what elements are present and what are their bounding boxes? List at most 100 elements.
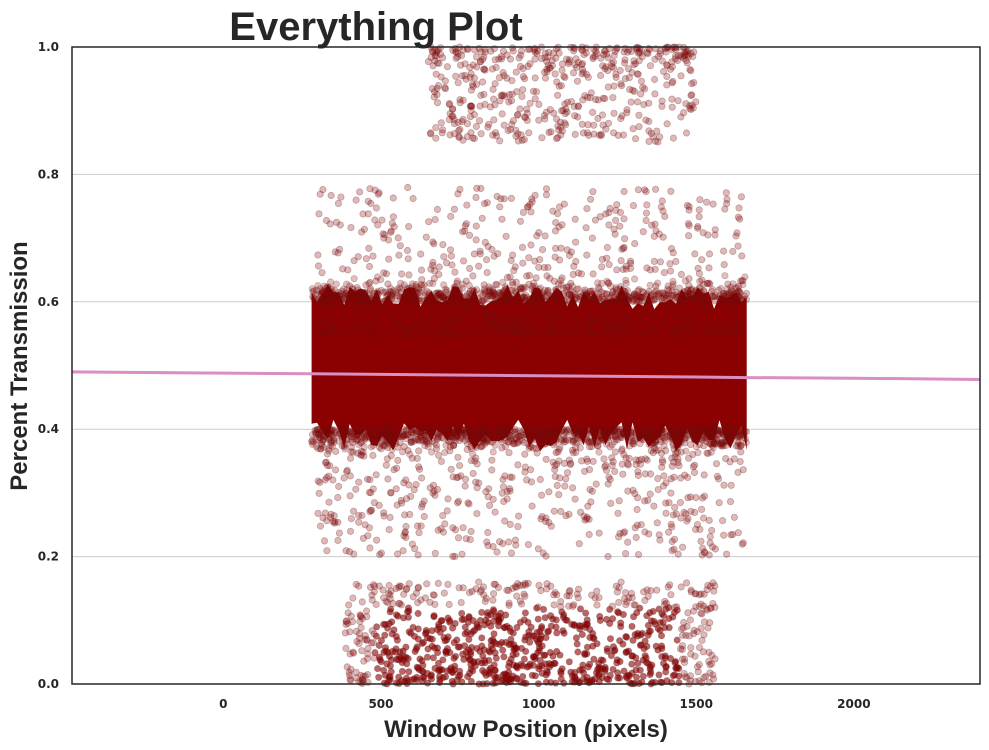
scatter-point [649,432,657,440]
scatter-point [347,224,355,232]
scatter-point [709,200,717,208]
scatter-point [438,126,447,134]
scatter-point [382,461,390,469]
scatter-point [625,594,633,602]
scatter-point [405,580,413,588]
scatter-point [583,673,591,681]
scatter-point [467,527,475,536]
scatter-point [687,317,695,325]
scatter-point [663,433,671,441]
scatter-point [378,426,386,435]
scatter-point [508,432,516,440]
scatter-point [534,428,542,436]
scatter-point [535,100,543,109]
scatter-point [704,426,712,434]
scatter-point [325,472,333,480]
scatter-point [697,426,705,434]
scatter-point [554,425,563,434]
scatter-point [406,284,414,292]
scatter-point [479,425,487,434]
scatter-point [565,251,574,260]
scatter-point [350,550,358,558]
scatter-point [313,426,321,434]
scatter-point [581,516,589,524]
scatter-point [401,292,409,300]
scatter-point [479,297,487,306]
scatter-point [386,287,394,296]
scatter-point [418,329,426,338]
scatter-point [730,292,738,300]
scatter-point [551,291,559,299]
scatter-point [499,539,507,548]
scatter-point [467,291,475,299]
scatter-point [461,429,470,437]
scatter-point [446,303,455,312]
scatter-point [570,436,579,444]
scatter-point [372,315,380,323]
scatter-point [398,667,406,676]
scatter-point [647,427,655,435]
scatter-point [355,518,363,526]
scatter-point [397,496,405,505]
scatter-point [417,474,426,482]
scatter-point [393,550,402,558]
scatter-point [591,435,600,443]
scatter-point [508,287,516,295]
scatter-point [624,431,632,439]
scatter-point [392,289,400,297]
scatter-point [700,297,709,305]
scatter-point [614,509,622,517]
scatter-point [513,88,521,96]
scatter-point [545,128,553,136]
scatter-point [588,329,596,337]
scatter-point [732,232,740,240]
scatter-point [624,65,633,73]
scatter-point [525,429,533,437]
scatter-point [571,495,579,503]
scatter-point [594,283,603,291]
scatter-point [660,289,668,297]
scatter-point [492,132,500,140]
scatter-point [310,287,318,295]
scatter-point [735,426,743,434]
scatter-point [480,281,488,289]
scatter-point [565,290,573,298]
scatter-point [686,616,695,624]
scatter-point [476,247,484,255]
scatter-point [397,433,406,441]
x-axis-ticks: 0 500 1000 1500 2000 [219,697,870,711]
scatter-point [686,290,694,299]
scatter-point [424,439,432,448]
scatter-point [520,136,529,144]
scatter-point [385,525,393,534]
scatter-point [490,673,499,681]
scatter-point [709,444,717,452]
scatter-point [701,301,709,309]
scatter-point [606,443,614,451]
scatter-point [346,628,354,636]
scatter-point [691,436,699,444]
scatter-point [646,281,654,289]
scatter-point [488,456,496,464]
scatter-point [697,537,705,545]
scatter-point [445,437,453,446]
scatter-point [472,122,480,131]
scatter-point [454,294,462,302]
scatter-point [516,285,525,293]
scatter-point [423,295,431,303]
scatter-point [615,497,623,505]
scatter-point [567,279,575,287]
scatter-point [675,672,683,680]
scatter-point [506,627,515,635]
scatter-point [675,436,683,444]
y-axis-ticks: 0.00.20.40.60.81.0 [38,40,59,691]
scatter-point [579,661,587,669]
scatter-point [514,438,522,446]
scatter-point [615,292,623,300]
scatter-point [331,294,339,302]
scatter-point [575,318,583,326]
scatter-point [339,426,347,434]
scatter-point [441,285,450,293]
scatter-point [381,631,389,639]
scatter-point [396,599,404,608]
